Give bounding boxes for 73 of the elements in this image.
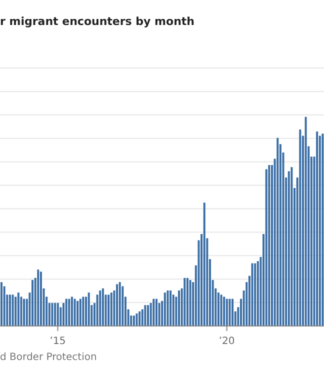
bar <box>17 292 20 326</box>
bar <box>136 313 138 326</box>
chart-title: r migrant encounters by month <box>0 15 194 28</box>
x-tick-label: ’20 <box>218 336 235 347</box>
bar <box>79 298 82 326</box>
bar <box>8 294 11 326</box>
bar <box>110 292 112 326</box>
bar <box>217 292 220 326</box>
bar <box>203 202 206 326</box>
bar <box>150 303 152 326</box>
bar <box>20 296 22 326</box>
bar <box>132 316 135 326</box>
bar <box>256 261 259 326</box>
bar <box>147 305 150 326</box>
bar <box>118 282 121 326</box>
bar <box>299 129 302 326</box>
bar <box>322 134 324 326</box>
bar <box>99 290 102 326</box>
bar <box>60 307 62 326</box>
bar <box>0 282 3 326</box>
bar <box>122 286 124 326</box>
bar <box>70 296 73 326</box>
bar <box>68 298 70 326</box>
bar <box>251 263 254 326</box>
bar <box>304 116 307 326</box>
bar <box>276 138 279 326</box>
bar <box>12 294 14 326</box>
bar <box>108 294 110 326</box>
bar <box>56 303 59 326</box>
bar <box>288 171 290 326</box>
bar <box>51 303 54 326</box>
bar <box>65 298 68 326</box>
bar <box>152 298 155 326</box>
bar <box>223 296 226 326</box>
text: d Border Protection <box>0 352 97 363</box>
bar <box>172 294 174 326</box>
bar <box>85 296 88 326</box>
bar <box>186 278 188 326</box>
bar <box>220 294 222 326</box>
bar <box>40 272 42 326</box>
bar <box>170 290 172 326</box>
bar <box>32 280 34 326</box>
bar <box>37 270 40 326</box>
bar <box>96 294 98 326</box>
bar <box>158 303 160 326</box>
bar <box>184 278 186 326</box>
bar <box>178 290 180 326</box>
bar <box>102 288 104 326</box>
bar <box>316 132 318 326</box>
bar <box>141 309 144 326</box>
bar <box>88 292 90 326</box>
bar <box>23 298 26 326</box>
bar <box>290 167 293 326</box>
bar <box>226 298 228 326</box>
x-tick-label: ’15 <box>50 336 66 347</box>
bar <box>268 165 270 326</box>
bar <box>155 298 158 326</box>
bar <box>82 296 84 326</box>
bar <box>166 290 169 326</box>
bar <box>3 286 6 326</box>
bar <box>254 263 256 326</box>
bar <box>116 284 118 326</box>
bar <box>76 300 79 326</box>
bar <box>318 136 321 326</box>
bar <box>74 298 76 326</box>
bar <box>232 298 234 326</box>
bar <box>138 311 141 326</box>
bar <box>228 298 231 326</box>
bar <box>144 305 146 326</box>
bar <box>189 280 192 326</box>
bar <box>54 303 56 326</box>
bar <box>164 292 166 326</box>
bar <box>265 169 268 326</box>
